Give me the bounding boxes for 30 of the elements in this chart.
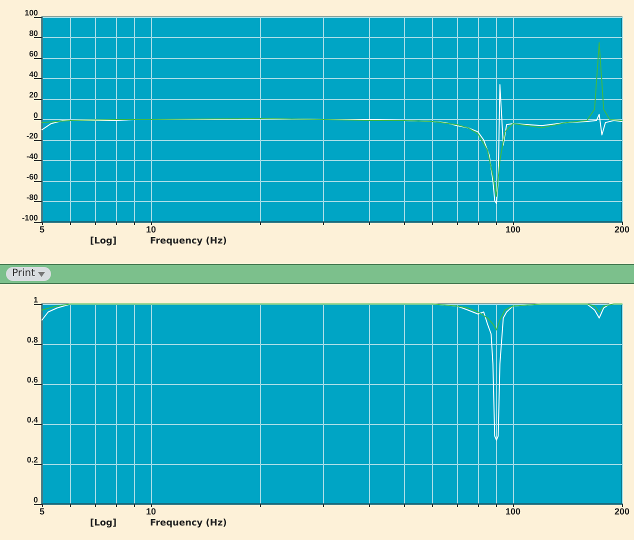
y-tick-label: 0.4 bbox=[26, 416, 39, 424]
x-tick-label: 100 bbox=[506, 224, 521, 234]
x-tick-label: 10 bbox=[146, 224, 156, 234]
y-tick-label: 0.8 bbox=[26, 336, 39, 344]
y-tick-label: -20 bbox=[26, 132, 39, 140]
x-tick-label: 100 bbox=[506, 506, 521, 516]
text: [Log] bbox=[90, 236, 117, 246]
y-tick-label: 80 bbox=[29, 29, 39, 38]
y-tick-label: 100 bbox=[24, 8, 39, 18]
x-tick-label: 5 bbox=[39, 224, 45, 234]
x-axis-title: Frequency (Hz) bbox=[150, 236, 227, 246]
y-tick-label: 40 bbox=[29, 70, 39, 79]
y-tick-label: 20 bbox=[29, 90, 39, 100]
y-tick-label: 1 bbox=[34, 296, 39, 304]
text: [Log] bbox=[90, 518, 117, 528]
y-tick-label: 0 bbox=[34, 111, 39, 120]
y-tick-label: -100 bbox=[22, 214, 39, 222]
y-tick-label: -40 bbox=[26, 152, 39, 161]
y-tick-label: 0 bbox=[34, 496, 39, 504]
x-axis-title: Frequency (Hz) bbox=[150, 518, 227, 528]
x-tick-label: 200 bbox=[614, 224, 630, 234]
y-tick-label: 0.2 bbox=[26, 456, 39, 464]
y-tick-label: -60 bbox=[26, 172, 39, 182]
y-tick-label: -80 bbox=[26, 193, 39, 202]
x-tick-label: 10 bbox=[146, 506, 156, 516]
x-tick-label: 5 bbox=[39, 506, 45, 516]
y-tick-label: 60 bbox=[29, 50, 39, 58]
text: Print bbox=[12, 267, 36, 281]
y-tick-label: 0.6 bbox=[26, 376, 39, 384]
x-tick-label: 200 bbox=[614, 506, 630, 516]
